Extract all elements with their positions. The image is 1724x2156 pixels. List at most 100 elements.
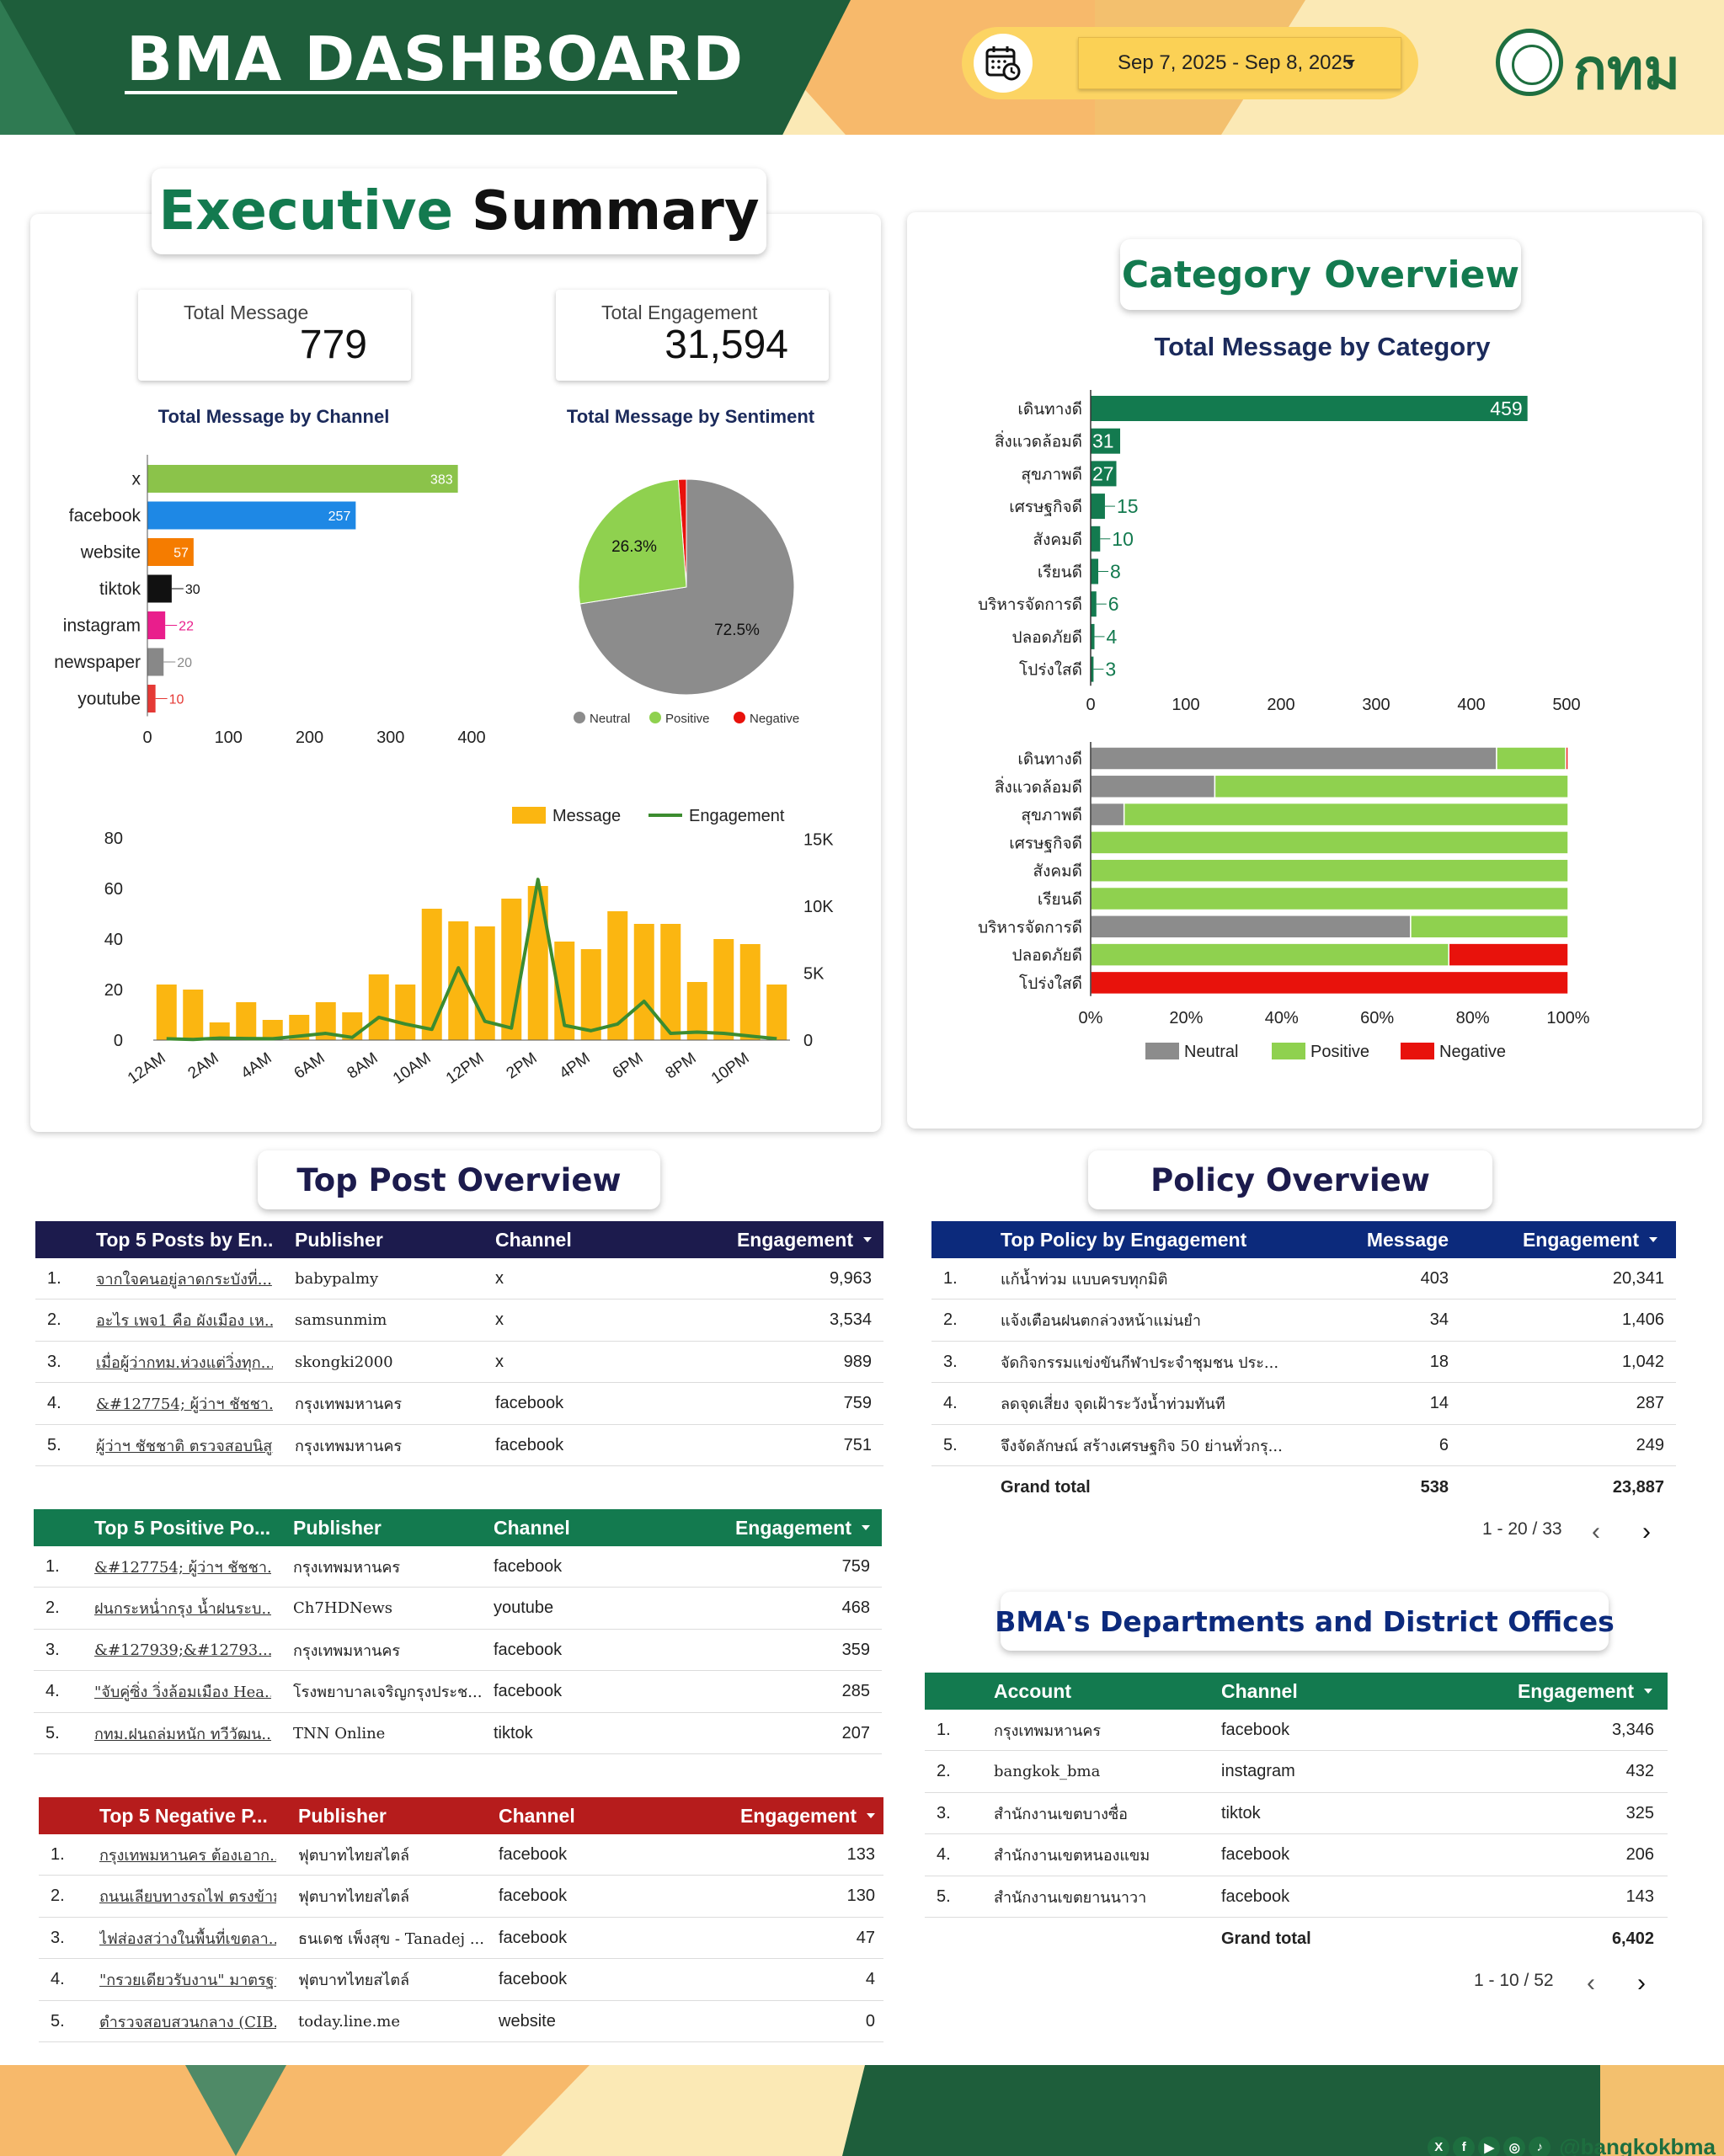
post-link[interactable]: อะไร เพจ1 คือ ผังเมือง เห...: [96, 1300, 273, 1341]
column-header[interactable]: Engagement: [1455, 1673, 1652, 1710]
table-row[interactable]: 5. ตำรวจสอบสวนกลาง (CIB... today.line.me we…: [39, 2001, 883, 2042]
table-row[interactable]: 5. จึงจัดลักษณ์ สร้างเศรษฐกิจ 50 ย่านทั่ว…: [931, 1425, 1676, 1466]
stacked-bar-positive: [1090, 830, 1569, 855]
table-row[interactable]: 1. แก้น้ำท่วม แบบครบทุกมิติ 403 20,341: [931, 1258, 1676, 1299]
legend-marker-neutral: [1145, 1043, 1179, 1059]
channel-bar-newspaper: [147, 648, 164, 676]
table-row[interactable]: 4. &#127754; ผู้ว่าฯ ชัชชา... กรุงเทพมหานค…: [35, 1384, 883, 1425]
hourly-bar-7PM: [660, 924, 681, 1040]
table-row[interactable]: 5. กทม.ฝนถล่มหนัก ทวีวัฒน... TNN Online tik…: [34, 1713, 882, 1754]
hourly-x-tick: 6PM: [610, 1049, 647, 1083]
table-row[interactable]: 2. ฝนกระหน่ำกรุง น้ำฝนระบ... Ch7HDNews yout…: [34, 1588, 882, 1630]
post-link[interactable]: ฝนกระหน่ำกรุง น้ำฝนระบ...: [94, 1588, 271, 1629]
table-row[interactable]: 5. สำนักงานเขตยานนาวา facebook 143: [925, 1876, 1668, 1918]
category-overview-title: Category Overview: [1120, 239, 1521, 310]
row-rank: 1.: [943, 1258, 977, 1299]
table-row[interactable]: 2. bangkok_bma instagram 432: [925, 1752, 1668, 1793]
chevron-right-icon[interactable]: ›: [1642, 1518, 1651, 1545]
column-header[interactable]: Engagement: [1470, 1221, 1657, 1258]
social-handle[interactable]: @bangkokbma: [1559, 2134, 1716, 2156]
grand-total-label: Grand total: [1001, 1467, 1169, 1508]
table-row[interactable]: 3. จัดกิจกรรมแข่งขันกีฬาประจำชุมชน ประ...…: [931, 1342, 1676, 1383]
facebook-icon[interactable]: f: [1453, 2136, 1476, 2156]
channel-label-facebook: facebook: [69, 506, 141, 526]
table-row[interactable]: 3. เมื่อผู้ว่ากทม.ห่วงแต่วิ่งทุก... skongk…: [35, 1342, 883, 1383]
row-rank: 5.: [51, 2001, 84, 2041]
channel-tick: 400: [457, 728, 485, 747]
channel-cell: website: [499, 2001, 650, 2041]
legend-label-neutral: Neutral: [1184, 1043, 1238, 1061]
hourly-bar-4PM: [580, 949, 601, 1040]
instagram-icon[interactable]: ◎: [1503, 2136, 1526, 2156]
post-link[interactable]: ผู้ว่าฯ ชัชชาติ ตรวจสอบนิสู...: [96, 1425, 273, 1465]
table-row[interactable]: 1. กรุงเทพมหานคร ต้องเอาก... ฟุตบาทไทยสไตล…: [39, 1834, 883, 1876]
table-row[interactable]: 4. "จับคู่ซิ่ง วิ่งล้อมเมือง Hea... โรงพยา…: [34, 1672, 882, 1713]
publisher-cell: ฟุตบาทไทยสไตล์: [298, 1834, 488, 1875]
calendar-icon[interactable]: [974, 34, 1033, 93]
legend-label-positive: Positive: [665, 712, 710, 726]
post-link-text: กรุงเทพมหานคร ต้องเอาก...: [99, 1846, 276, 1865]
post-link[interactable]: เมื่อผู้ว่ากทม.ห่วงแต่วิ่งทุก...: [96, 1342, 273, 1382]
row-rank-text: 2.: [937, 1762, 951, 1780]
hourly-bar-8AM: [368, 974, 389, 1040]
column-header[interactable]: Engagement: [667, 1221, 872, 1258]
table-row[interactable]: 1. &#127754; ผู้ว่าฯ ชัชชา... กรุงเทพมหานค…: [34, 1546, 882, 1588]
tiktok-icon[interactable]: ♪: [1529, 2136, 1551, 2156]
account-cell: สำนักงานเขตบางซื่อ: [994, 1793, 1213, 1833]
engagement-cell-text: 432: [1625, 1762, 1654, 1780]
grand-total-label: Grand total: [1221, 1919, 1390, 1960]
publisher-cell: กรุงเทพมหานคร: [293, 1546, 483, 1587]
grand-total-row: Grand total 6,402: [925, 1919, 1668, 1960]
post-link[interactable]: ถนนเลียบทางรถไฟ ตรงข้ามโรงบา...: [99, 1876, 276, 1917]
date-range-dropdown[interactable]: Sep 7, 2025 - Sep 8, 2025: [1078, 37, 1401, 89]
x-icon[interactable]: X: [1428, 2136, 1450, 2156]
post-link[interactable]: &#127754; ผู้ว่าฯ ชัชชา...: [96, 1384, 273, 1424]
table-row[interactable]: 3. ไฟส่องสว่างในพื้นที่เขตลา... ธนเดช เพ็ง…: [39, 1918, 883, 1959]
post-link[interactable]: "จับคู่ซิ่ง วิ่งล้อมเมือง Hea...: [94, 1672, 271, 1712]
chevron-right-icon[interactable]: ›: [1637, 1969, 1646, 1997]
table-row[interactable]: 3. &#127939;&#12793... กรุงเทพมหานคร facebo…: [34, 1630, 882, 1671]
table-row[interactable]: 4. "กรวยเดียวรับงาน" มาตรฐา... ฟุตบาทไทยสไ…: [39, 1960, 883, 2001]
hourly-bar-12AM: [156, 985, 177, 1040]
post-link[interactable]: &#127939;&#12793...: [94, 1630, 271, 1670]
column-header[interactable]: Engagement: [670, 1797, 875, 1834]
publisher-cell-text: today.line.me: [298, 2012, 401, 2031]
row-rank-text: 1.: [45, 1556, 60, 1576]
row-rank-text: 5.: [47, 1435, 61, 1454]
post-link[interactable]: จากใจคนอยู่ลาดกระบังที่...: [96, 1258, 273, 1299]
chevron-left-icon[interactable]: ‹: [1592, 1518, 1600, 1545]
row-rank-text: 5.: [943, 1435, 958, 1454]
channel-cell-text: facebook: [499, 1844, 568, 1864]
post-link[interactable]: ตำรวจสอบสวนกลาง (CIB...: [99, 2001, 276, 2041]
post-link[interactable]: ไฟส่องสว่างในพื้นที่เขตลา...: [99, 1918, 276, 1958]
stacked-bar-positive: [1496, 746, 1567, 771]
grand-total-label-text: Grand total: [1001, 1477, 1091, 1497]
hourly-x-tick: 4AM: [238, 1049, 275, 1083]
message-cell: 6: [1327, 1425, 1449, 1465]
youtube-icon[interactable]: ▶: [1478, 2136, 1501, 2156]
row-rank: 5.: [47, 1425, 81, 1465]
legend-label-positive: Positive: [1310, 1043, 1369, 1061]
post-link[interactable]: กรุงเทพมหานคร ต้องเอาก...: [99, 1834, 276, 1875]
table-row[interactable]: 3. สำนักงานเขตบางซื่อ tiktok 325: [925, 1793, 1668, 1834]
post-link[interactable]: &#127754; ผู้ว่าฯ ชัชชา...: [94, 1546, 271, 1587]
social-links: X f ▶ ◎ ♪ @bangkokbma: [1428, 2134, 1716, 2156]
post-link[interactable]: กทม.ฝนถล่มหนัก ทวีวัฒน...: [94, 1713, 271, 1753]
table-row[interactable]: 2. ถนนเลียบทางรถไฟ ตรงข้ามโรงบา... ฟุตบาทไ…: [39, 1876, 883, 1918]
table-row[interactable]: 4. ลดจุดเสี่ยง จุดเฝ้าระวังน้ำท่วมทันที 14…: [931, 1384, 1676, 1425]
table-row[interactable]: 2. แจ้งเตือนฝนตกล่วงหน้าแม่นยำ 34 1,406: [931, 1300, 1676, 1342]
table-row[interactable]: 1. จากใจคนอยู่ลาดกระบังที่... babypalmy x 9,…: [35, 1258, 883, 1299]
row-rank-text: 2.: [45, 1598, 60, 1617]
engagement-cell-text: 468: [841, 1598, 870, 1617]
table-row[interactable]: 5. ผู้ว่าฯ ชัชชาติ ตรวจสอบนิสู... กรุงเทพม…: [35, 1425, 883, 1466]
post-link[interactable]: "กรวยเดียวรับงาน" มาตรฐา...: [99, 1960, 276, 2000]
channel-tick: 200: [296, 728, 323, 747]
publisher-cell-text: samsunmim: [295, 1311, 387, 1329]
account-cell: สำนักงานเขตหนองแขม: [994, 1835, 1213, 1876]
column-header[interactable]: Engagement: [665, 1509, 870, 1546]
table-row[interactable]: 1. กรุงเทพมหานคร facebook 3,346: [925, 1710, 1668, 1751]
publisher-cell: TNN Online: [293, 1713, 483, 1753]
table-row[interactable]: 4. สำนักงานเขตหนองแขม facebook 206: [925, 1835, 1668, 1876]
chevron-left-icon[interactable]: ‹: [1587, 1969, 1595, 1997]
table-row[interactable]: 2. อะไร เพจ1 คือ ผังเมือง เห... samsunmim x…: [35, 1300, 883, 1342]
